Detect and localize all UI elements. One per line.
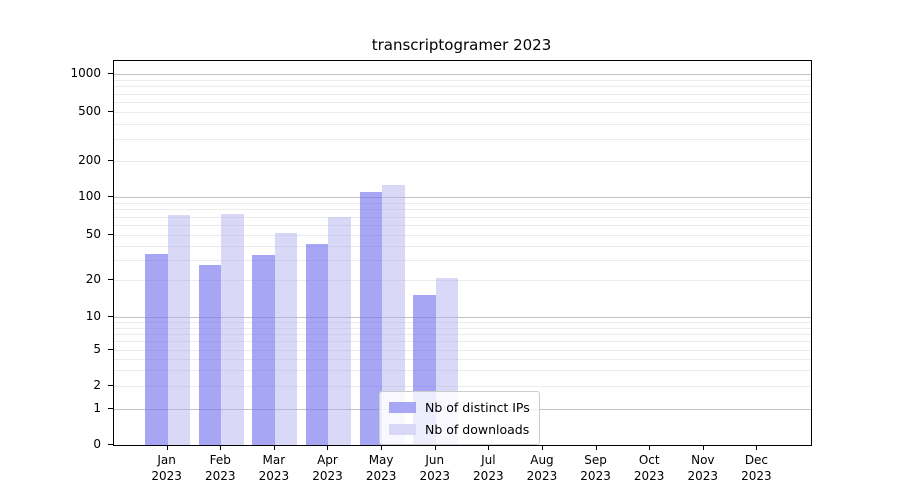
minor-gridline [114, 79, 811, 81]
legend-item: Nb of downloads [389, 420, 530, 439]
x-tick-label: Jan 2023 [151, 453, 182, 483]
major-gridline [114, 317, 811, 318]
legend-swatch [389, 402, 416, 413]
x-tick-label: Oct 2023 [633, 453, 665, 483]
minor-gridline [114, 341, 811, 343]
y-tick-mark [108, 234, 113, 235]
legend-label: Nb of downloads [425, 422, 530, 437]
y-tick-mark [108, 385, 113, 386]
x-tick-label: Apr 2023 [312, 453, 343, 483]
minor-gridline [114, 245, 811, 247]
y-tick-label: 2 [93, 378, 101, 392]
major-gridline [114, 197, 811, 198]
bar-distinct-ips [359, 192, 383, 445]
y-tick-label: 200 [78, 153, 101, 167]
bar-distinct-ips [198, 265, 222, 445]
minor-gridline [114, 327, 811, 329]
minor-gridline [114, 216, 811, 218]
x-tick-label: Sep 2023 [580, 453, 611, 483]
major-gridline [114, 74, 811, 75]
x-tick-label: Mar 2023 [258, 453, 290, 483]
minor-gridline [114, 93, 811, 95]
x-tick-mark [273, 445, 275, 450]
minor-gridline [114, 386, 811, 387]
x-tick-label: Nov 2023 [687, 453, 719, 483]
x-tick-label: Jun 2023 [419, 453, 450, 483]
x-tick-mark [434, 445, 436, 450]
x-tick-mark [381, 445, 383, 450]
x-tick-mark [702, 445, 704, 450]
legend: Nb of distinct IPs Nb of downloads [379, 391, 540, 445]
x-tick-mark [595, 445, 597, 450]
minor-gridline [114, 260, 811, 262]
minor-gridline [114, 112, 811, 113]
plot-area [113, 60, 812, 446]
y-tick-mark [108, 444, 113, 445]
x-tick-mark [756, 445, 758, 450]
bar-downloads [167, 215, 191, 445]
minor-gridline [114, 102, 811, 103]
y-tick-mark [108, 349, 113, 350]
y-tick-label: 10 [85, 309, 101, 323]
y-tick-mark [108, 160, 113, 161]
y-tick-mark [108, 316, 113, 317]
minor-gridline [114, 322, 811, 324]
legend-swatch [389, 424, 416, 435]
x-tick-mark [220, 445, 222, 450]
bar-distinct-ips [145, 253, 168, 445]
y-tick-mark [108, 279, 113, 280]
minor-gridline [114, 202, 811, 204]
y-tick-label: 1 [93, 401, 101, 415]
y-tick-mark [108, 73, 113, 74]
minor-gridline [114, 370, 811, 372]
y-tick-label: 1000 [70, 66, 101, 80]
minor-gridline [114, 280, 811, 281]
x-tick-label: May 2023 [365, 453, 397, 483]
y-tick-mark [108, 111, 113, 112]
y-tick-mark [108, 196, 113, 197]
y-tick-label: 0 [93, 437, 101, 451]
x-tick-mark [166, 445, 168, 450]
y-tick-label: 5 [93, 342, 101, 356]
bar-downloads [221, 214, 244, 445]
x-tick-label: Jul 2023 [473, 453, 504, 483]
chart-title: transcriptogramer 2023 [371, 36, 552, 54]
minor-gridline [114, 350, 811, 351]
bar-downloads [274, 232, 298, 445]
y-tick-label: 500 [78, 104, 101, 118]
minor-gridline [114, 358, 811, 360]
legend-item: Nb of distinct IPs [389, 398, 530, 417]
bar-downloads [382, 184, 405, 445]
y-tick-label: 20 [85, 272, 101, 286]
x-tick-label: Feb 2023 [204, 453, 236, 483]
x-tick-label: Aug 2023 [526, 453, 558, 483]
x-tick-mark [488, 445, 490, 450]
minor-gridline [114, 209, 811, 211]
bar-distinct-ips [305, 243, 329, 445]
minor-gridline [114, 123, 811, 125]
bar-distinct-ips [252, 255, 275, 445]
legend-label: Nb of distinct IPs [425, 400, 530, 415]
minor-gridline [114, 333, 811, 335]
x-tick-mark [649, 445, 651, 450]
y-tick-mark [108, 408, 113, 409]
x-tick-label: Dec 2023 [741, 453, 772, 483]
minor-gridline [114, 161, 811, 162]
bar-downloads [328, 216, 352, 445]
minor-gridline [114, 225, 811, 226]
minor-gridline [114, 139, 811, 141]
y-tick-label: 50 [85, 227, 101, 241]
x-tick-mark [327, 445, 329, 450]
minor-gridline [114, 235, 811, 236]
minor-gridline [114, 86, 811, 88]
y-tick-label: 100 [78, 189, 101, 203]
x-tick-mark [541, 445, 543, 450]
